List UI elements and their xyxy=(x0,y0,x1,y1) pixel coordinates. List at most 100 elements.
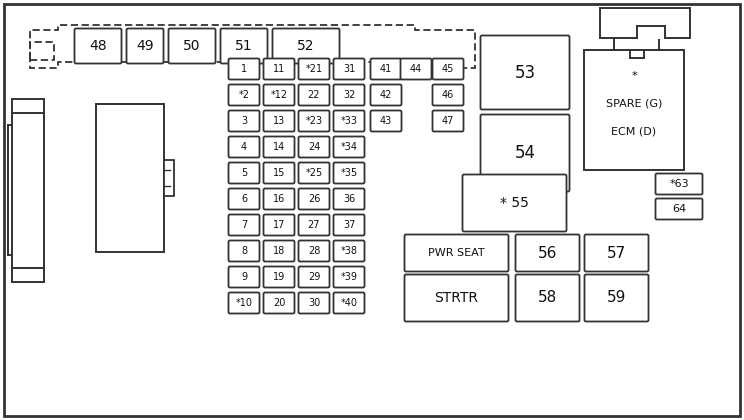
FancyBboxPatch shape xyxy=(655,199,702,220)
FancyBboxPatch shape xyxy=(333,215,365,236)
FancyBboxPatch shape xyxy=(298,241,330,262)
FancyBboxPatch shape xyxy=(481,36,569,110)
FancyBboxPatch shape xyxy=(516,234,580,271)
FancyBboxPatch shape xyxy=(263,292,295,313)
Text: 3: 3 xyxy=(241,116,247,126)
Text: 26: 26 xyxy=(308,194,320,204)
Text: *10: *10 xyxy=(236,298,252,308)
FancyBboxPatch shape xyxy=(228,267,260,288)
Text: 17: 17 xyxy=(273,220,285,230)
FancyBboxPatch shape xyxy=(333,110,365,131)
Text: *40: *40 xyxy=(341,298,358,308)
Bar xyxy=(614,32,659,50)
Text: 32: 32 xyxy=(343,90,355,100)
Text: *33: *33 xyxy=(341,116,358,126)
Bar xyxy=(584,50,684,170)
Text: STRTR: STRTR xyxy=(434,291,478,305)
Text: 19: 19 xyxy=(273,272,285,282)
FancyBboxPatch shape xyxy=(228,163,260,184)
FancyBboxPatch shape xyxy=(228,84,260,105)
FancyBboxPatch shape xyxy=(298,189,330,210)
FancyBboxPatch shape xyxy=(371,84,402,105)
Text: 44: 44 xyxy=(410,64,422,74)
Text: 18: 18 xyxy=(273,246,285,256)
FancyBboxPatch shape xyxy=(432,58,464,79)
FancyBboxPatch shape xyxy=(263,110,295,131)
Text: 27: 27 xyxy=(308,220,320,230)
Text: 47: 47 xyxy=(442,116,454,126)
FancyBboxPatch shape xyxy=(228,58,260,79)
FancyBboxPatch shape xyxy=(405,275,508,321)
FancyBboxPatch shape xyxy=(74,29,121,63)
FancyBboxPatch shape xyxy=(432,84,464,105)
FancyBboxPatch shape xyxy=(228,189,260,210)
Text: 4: 4 xyxy=(241,142,247,152)
FancyBboxPatch shape xyxy=(263,58,295,79)
Text: 56: 56 xyxy=(538,246,557,260)
Text: 1: 1 xyxy=(241,64,247,74)
Bar xyxy=(629,50,644,58)
Text: 53: 53 xyxy=(514,63,536,81)
Text: 28: 28 xyxy=(308,246,320,256)
Text: 29: 29 xyxy=(308,272,320,282)
FancyBboxPatch shape xyxy=(263,136,295,158)
Text: 11: 11 xyxy=(273,64,285,74)
Text: 49: 49 xyxy=(136,39,154,53)
Text: 14: 14 xyxy=(273,142,285,152)
FancyBboxPatch shape xyxy=(298,292,330,313)
FancyBboxPatch shape xyxy=(228,136,260,158)
FancyBboxPatch shape xyxy=(585,234,649,271)
Text: 59: 59 xyxy=(607,291,626,305)
Text: PWR SEAT: PWR SEAT xyxy=(429,248,485,258)
Text: 54: 54 xyxy=(515,144,536,162)
FancyBboxPatch shape xyxy=(228,215,260,236)
FancyBboxPatch shape xyxy=(463,174,566,231)
FancyBboxPatch shape xyxy=(263,84,295,105)
FancyBboxPatch shape xyxy=(333,292,365,313)
Text: 45: 45 xyxy=(442,64,454,74)
Text: *35: *35 xyxy=(341,168,358,178)
FancyBboxPatch shape xyxy=(228,110,260,131)
FancyBboxPatch shape xyxy=(585,275,649,321)
FancyBboxPatch shape xyxy=(333,58,365,79)
Bar xyxy=(600,8,690,38)
Text: 13: 13 xyxy=(273,116,285,126)
FancyBboxPatch shape xyxy=(333,84,365,105)
FancyBboxPatch shape xyxy=(263,163,295,184)
Text: 41: 41 xyxy=(380,64,392,74)
Text: 46: 46 xyxy=(442,90,454,100)
FancyBboxPatch shape xyxy=(432,110,464,131)
Text: 58: 58 xyxy=(538,291,557,305)
FancyBboxPatch shape xyxy=(228,241,260,262)
Text: *25: *25 xyxy=(305,168,323,178)
Text: *21: *21 xyxy=(306,64,323,74)
FancyBboxPatch shape xyxy=(263,267,295,288)
Text: 57: 57 xyxy=(607,246,626,260)
Text: *: * xyxy=(631,71,637,81)
FancyBboxPatch shape xyxy=(298,110,330,131)
FancyBboxPatch shape xyxy=(333,241,365,262)
FancyBboxPatch shape xyxy=(168,29,216,63)
FancyBboxPatch shape xyxy=(263,189,295,210)
Text: 22: 22 xyxy=(308,90,320,100)
Text: 24: 24 xyxy=(308,142,320,152)
Text: SPARE (G): SPARE (G) xyxy=(606,99,662,109)
FancyBboxPatch shape xyxy=(263,241,295,262)
Text: 50: 50 xyxy=(183,39,201,53)
Text: 37: 37 xyxy=(343,220,355,230)
Text: 8: 8 xyxy=(241,246,247,256)
Text: *38: *38 xyxy=(341,246,358,256)
FancyBboxPatch shape xyxy=(298,136,330,158)
Bar xyxy=(12,268,44,282)
FancyBboxPatch shape xyxy=(400,58,432,79)
FancyBboxPatch shape xyxy=(333,267,365,288)
Text: 7: 7 xyxy=(241,220,247,230)
Text: 5: 5 xyxy=(241,168,247,178)
FancyBboxPatch shape xyxy=(516,275,580,321)
FancyBboxPatch shape xyxy=(298,267,330,288)
Text: *39: *39 xyxy=(341,272,358,282)
FancyBboxPatch shape xyxy=(405,234,508,271)
Text: *12: *12 xyxy=(270,90,288,100)
FancyBboxPatch shape xyxy=(333,189,365,210)
Text: *2: *2 xyxy=(239,90,249,100)
